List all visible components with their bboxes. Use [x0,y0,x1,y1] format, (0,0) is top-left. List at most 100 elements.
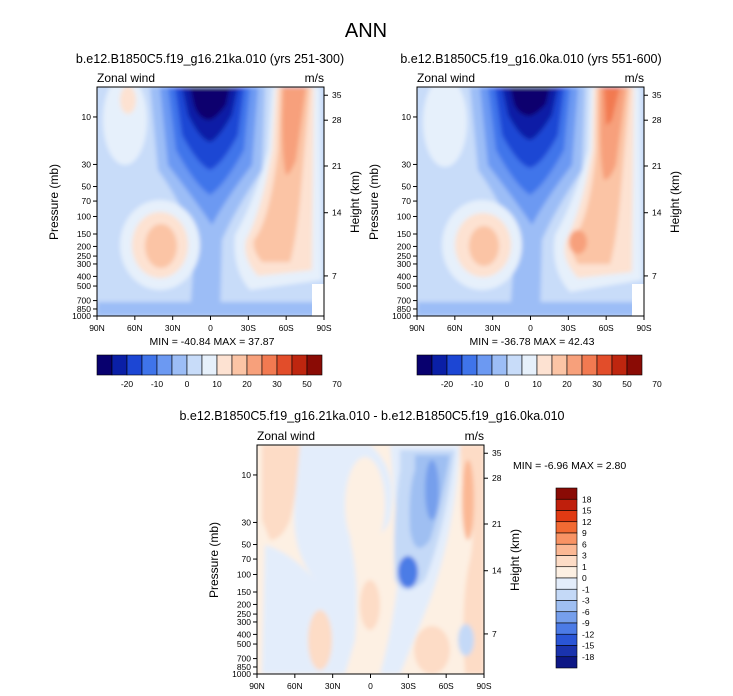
panel-c-colorbar-label: -3 [582,596,590,606]
panel-c-colorbar-swatch [555,588,578,601]
panel-b-x-tick-label: 90S [636,323,651,333]
panel-c-x-tick-label: 60S [439,681,454,691]
panel-a-x-tick-label: 30N [165,323,181,333]
panel-c-right-label: m/s [465,429,484,443]
panel-a-y-tick-label: 50 [82,182,92,192]
panel-c-colorbar-swatch [555,577,578,590]
panel-a-colorbar-label: 50 [302,379,312,389]
panel-b-x-tick-label: 0 [528,323,533,333]
panel-c-colorbar-swatch [555,498,578,511]
panel-a-left-label: Zonal wind [97,71,155,85]
panel-b-contours [417,87,644,316]
panel-b-colorbar-swatch [476,354,493,376]
panel-c-colorbar-swatch [555,656,578,669]
panel-a-x-tick-label: 30S [241,323,256,333]
panel-c-y-tick-label: 250 [237,609,251,619]
panel-b-stats: MIN = -36.78 MAX = 42.43 [470,336,595,348]
panel-c-y-tick-label: 500 [237,639,251,649]
panel-a-right-label: m/s [305,71,324,85]
panel-b-colorbar-label: 0 [505,379,510,389]
panel-b-height-tick-label: 28 [652,115,662,125]
panel-b-colorbar-swatch [581,354,598,376]
panel-b-y-tick-label: 30 [402,159,412,169]
panel-a-y-tick-label: 1000 [72,311,91,321]
panel-a-x-tick-label: 90N [89,323,105,333]
page-title: ANN [345,20,387,42]
panel-a-x-tick-label: 0 [208,323,213,333]
panel-b-colorbar-swatch [431,354,448,376]
panel-c-colorbar-swatch [555,645,578,658]
panel-c-colorbar-swatch [555,633,578,646]
panel-a-colorbar-swatch [111,354,128,376]
panel-c-height-tick-label: 21 [492,519,502,529]
panel-b-height-tick-label: 7 [652,271,657,281]
panel-b-ylabel: Pressure (mb) [367,164,381,240]
panel-b-colorbar-swatch [416,354,433,376]
panel-c-stats: MIN = -6.96 MAX = 2.80 [513,460,626,472]
panel-b-y-tick-label: 250 [397,251,411,261]
panel-c-colorbar-label: -12 [582,629,595,639]
panel-c-y-tick-label: 100 [237,569,251,579]
panel-c-colorbar-label: -9 [582,618,590,628]
panel-a-height-ticks: 35 28 21 14 7 [324,90,342,281]
panel-c-y-tick-label: 30 [242,517,252,527]
panel-b-y-tick-label: 200 [397,241,411,251]
panel-a-colorbar-label: 30 [272,379,282,389]
panel-a-height-tick-label: 35 [332,90,342,100]
panel-b-x-ticks: 90N 60N 30N 0 30S 60S 90S [409,316,652,333]
panel-c-colorbar-swatch [555,611,578,624]
panel-a-colorbar-swatch [246,354,263,376]
panel-c-colorbar-label: 15 [582,506,592,516]
panel-b-y-tick-label: 400 [397,271,411,281]
panel-c-colorbar-swatch [555,543,578,556]
panel-b-y-tick-label: 10 [402,112,412,122]
panel-a-ylabel-right: Height (km) [348,171,362,233]
panel-c-x-tick-label: 30N [325,681,341,691]
panel-c-colorbar-label: -15 [582,641,595,651]
panel-b-height-tick-label: 14 [652,208,662,218]
panel-a-x-tick-label: 90S [316,323,331,333]
panel-a-colorbar-swatch [126,354,143,376]
panel-b-colorbar-swatch [461,354,478,376]
panel-c-colorbar-label: 18 [582,494,592,504]
panel-a-stats: MIN = -40.84 MAX = 37.87 [150,336,275,348]
panel-c-x-tick-label: 90N [249,681,265,691]
panel-c-y-tick-label: 1000 [232,669,251,679]
panel-a-height-tick-label: 28 [332,115,342,125]
panel-b-colorbar-swatch [446,354,463,376]
panel-b-colorbar-label: 50 [622,379,632,389]
panel-c-left-label: Zonal wind [257,429,315,443]
panel-b-left-label: Zonal wind [417,71,475,85]
panel-b-colorbar-swatch [551,354,568,376]
panel-b-colorbar-swatch [536,354,553,376]
panel-c-ylabel: Pressure (mb) [207,522,221,598]
panel-c-x-tick-label: 0 [368,681,373,691]
panel-b-y-tick-label: 850 [397,304,411,314]
panel-b-y-tick-label: 50 [402,182,412,192]
panel-c-y-tick-label: 150 [237,587,251,597]
panel-a: b.e12.B1850C5.f19_g16.21ka.010 (yrs 251-… [47,52,362,389]
panel-a-height-tick-label: 14 [332,208,342,218]
panel-c: b.e12.B1850C5.f19_g16.21ka.010 - b.e12.B… [179,409,626,691]
panel-b-colorbar-label: 20 [562,379,572,389]
panel-a-y-tick-label: 150 [77,229,91,239]
panel-c-y-tick-label: 400 [237,629,251,639]
panel-a-y-tick-label: 700 [77,296,91,306]
panel-c-y-tick-label: 850 [237,662,251,672]
panel-c-contours [257,445,484,674]
panel-c-colorbar-label: 12 [582,517,592,527]
panel-a-colorbar-swatch [306,354,323,376]
panel-b: b.e12.B1850C5.f19_g16.0ka.010 (yrs 551-6… [367,52,682,389]
panel-a-colorbar-swatch [96,354,113,376]
panel-c-title: b.e12.B1850C5.f19_g16.21ka.010 - b.e12.B… [179,409,564,423]
panel-c-y-tick-label: 70 [242,554,252,564]
panel-a-colorbar-swatch [231,354,248,376]
panel-c-colorbar-swatch [555,600,578,613]
panel-c-y-tick-label: 200 [237,599,251,609]
panel-b-y-tick-label: 100 [397,211,411,221]
panel-a-x-tick-label: 60N [127,323,143,333]
panel-b-colorbar-swatch [491,354,508,376]
